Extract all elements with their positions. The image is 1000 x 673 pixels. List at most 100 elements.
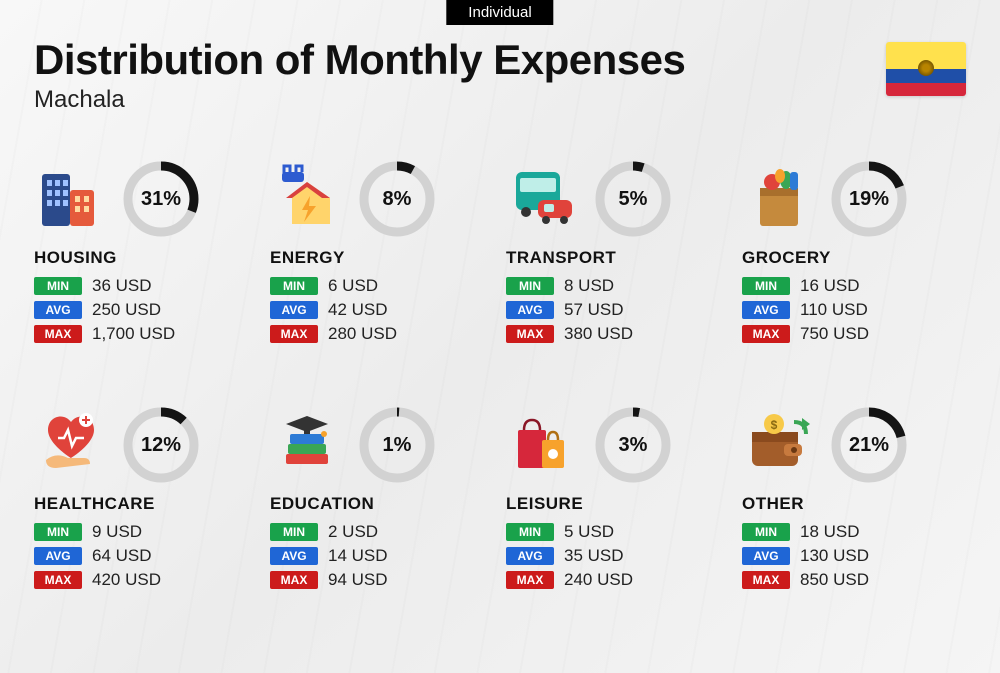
stats: MIN 8 USD AVG 57 USD MAX 380 USD [506, 276, 730, 344]
max-tag: MAX [742, 325, 790, 343]
country-flag [886, 42, 966, 96]
category-name: GROCERY [742, 248, 966, 268]
avg-value: 64 USD [92, 546, 152, 566]
min-value: 2 USD [328, 522, 378, 542]
category-name: LEISURE [506, 494, 730, 514]
category-card-energy: 8% ENERGY MIN 6 USD AVG 42 USD MAX 280 U… [270, 160, 494, 348]
grad-books-icon [270, 408, 344, 482]
min-value: 9 USD [92, 522, 142, 542]
avg-tag: AVG [34, 547, 82, 565]
percent-value: 19% [830, 160, 908, 238]
wallet-icon: $ [742, 408, 816, 482]
percent-value: 21% [830, 406, 908, 484]
percent-value: 12% [122, 406, 200, 484]
bus-car-icon [506, 162, 580, 236]
svg-text:$: $ [771, 418, 778, 432]
avg-value: 250 USD [92, 300, 161, 320]
stats: MIN 5 USD AVG 35 USD MAX 240 USD [506, 522, 730, 590]
category-name: OTHER [742, 494, 966, 514]
page-title: Distribution of Monthly Expenses [34, 36, 966, 84]
energy-house-icon [270, 162, 344, 236]
category-card-healthcare: 12% HEALTHCARE MIN 9 USD AVG 64 USD MAX … [34, 406, 258, 594]
avg-tag: AVG [742, 547, 790, 565]
categories-grid: 31% HOUSING MIN 36 USD AVG 250 USD MAX 1… [34, 160, 966, 594]
stats: MIN 6 USD AVG 42 USD MAX 280 USD [270, 276, 494, 344]
min-value: 5 USD [564, 522, 614, 542]
min-tag: MIN [34, 523, 82, 541]
category-card-grocery: 19% GROCERY MIN 16 USD AVG 110 USD MAX 7… [742, 160, 966, 348]
stats: MIN 36 USD AVG 250 USD MAX 1,700 USD [34, 276, 258, 344]
scope-badge: Individual [446, 0, 553, 25]
avg-tag: AVG [506, 547, 554, 565]
category-card-housing: 31% HOUSING MIN 36 USD AVG 250 USD MAX 1… [34, 160, 258, 348]
max-tag: MAX [270, 325, 318, 343]
min-tag: MIN [506, 523, 554, 541]
category-name: HEALTHCARE [34, 494, 258, 514]
max-tag: MAX [742, 571, 790, 589]
min-tag: MIN [270, 523, 318, 541]
min-tag: MIN [506, 277, 554, 295]
avg-value: 42 USD [328, 300, 388, 320]
category-card-transport: 5% TRANSPORT MIN 8 USD AVG 57 USD MAX 38… [506, 160, 730, 348]
category-name: EDUCATION [270, 494, 494, 514]
category-name: ENERGY [270, 248, 494, 268]
max-value: 1,700 USD [92, 324, 175, 344]
buildings-icon [34, 162, 108, 236]
percent-value: 1% [358, 406, 436, 484]
min-value: 18 USD [800, 522, 860, 542]
heart-hand-icon [34, 408, 108, 482]
percent-value: 8% [358, 160, 436, 238]
percent-value: 31% [122, 160, 200, 238]
max-value: 280 USD [328, 324, 397, 344]
avg-tag: AVG [742, 301, 790, 319]
header: Distribution of Monthly Expenses Machala [34, 36, 966, 114]
category-name: TRANSPORT [506, 248, 730, 268]
percent-ring: 5% [594, 160, 672, 238]
min-value: 6 USD [328, 276, 378, 296]
percent-ring: 19% [830, 160, 908, 238]
stats: MIN 16 USD AVG 110 USD MAX 750 USD [742, 276, 966, 344]
min-value: 8 USD [564, 276, 614, 296]
max-value: 94 USD [328, 570, 388, 590]
avg-value: 14 USD [328, 546, 388, 566]
percent-ring: 8% [358, 160, 436, 238]
max-tag: MAX [34, 571, 82, 589]
max-value: 850 USD [800, 570, 869, 590]
stats: MIN 9 USD AVG 64 USD MAX 420 USD [34, 522, 258, 590]
avg-value: 57 USD [564, 300, 624, 320]
max-value: 240 USD [564, 570, 633, 590]
min-tag: MIN [34, 277, 82, 295]
avg-value: 130 USD [800, 546, 869, 566]
max-tag: MAX [506, 325, 554, 343]
max-tag: MAX [34, 325, 82, 343]
page-subtitle: Machala [34, 86, 966, 114]
min-value: 36 USD [92, 276, 152, 296]
avg-tag: AVG [270, 301, 318, 319]
percent-ring: 1% [358, 406, 436, 484]
min-tag: MIN [742, 523, 790, 541]
category-name: HOUSING [34, 248, 258, 268]
avg-value: 110 USD [800, 300, 868, 320]
percent-ring: 3% [594, 406, 672, 484]
max-tag: MAX [270, 571, 318, 589]
max-value: 750 USD [800, 324, 869, 344]
max-value: 380 USD [564, 324, 633, 344]
category-card-leisure: 3% LEISURE MIN 5 USD AVG 35 USD MAX 240 … [506, 406, 730, 594]
percent-ring: 21% [830, 406, 908, 484]
category-card-education: 1% EDUCATION MIN 2 USD AVG 14 USD MAX 94… [270, 406, 494, 594]
min-tag: MIN [742, 277, 790, 295]
stats: MIN 18 USD AVG 130 USD MAX 850 USD [742, 522, 966, 590]
max-tag: MAX [506, 571, 554, 589]
shopping-bags-icon [506, 408, 580, 482]
avg-tag: AVG [506, 301, 554, 319]
stats: MIN 2 USD AVG 14 USD MAX 94 USD [270, 522, 494, 590]
avg-tag: AVG [270, 547, 318, 565]
avg-value: 35 USD [564, 546, 624, 566]
percent-ring: 12% [122, 406, 200, 484]
category-card-other: $ 21% OTHER MIN 18 USD AVG 130 USD M [742, 406, 966, 594]
percent-value: 5% [594, 160, 672, 238]
grocery-bag-icon [742, 162, 816, 236]
min-value: 16 USD [800, 276, 860, 296]
percent-ring: 31% [122, 160, 200, 238]
avg-tag: AVG [34, 301, 82, 319]
